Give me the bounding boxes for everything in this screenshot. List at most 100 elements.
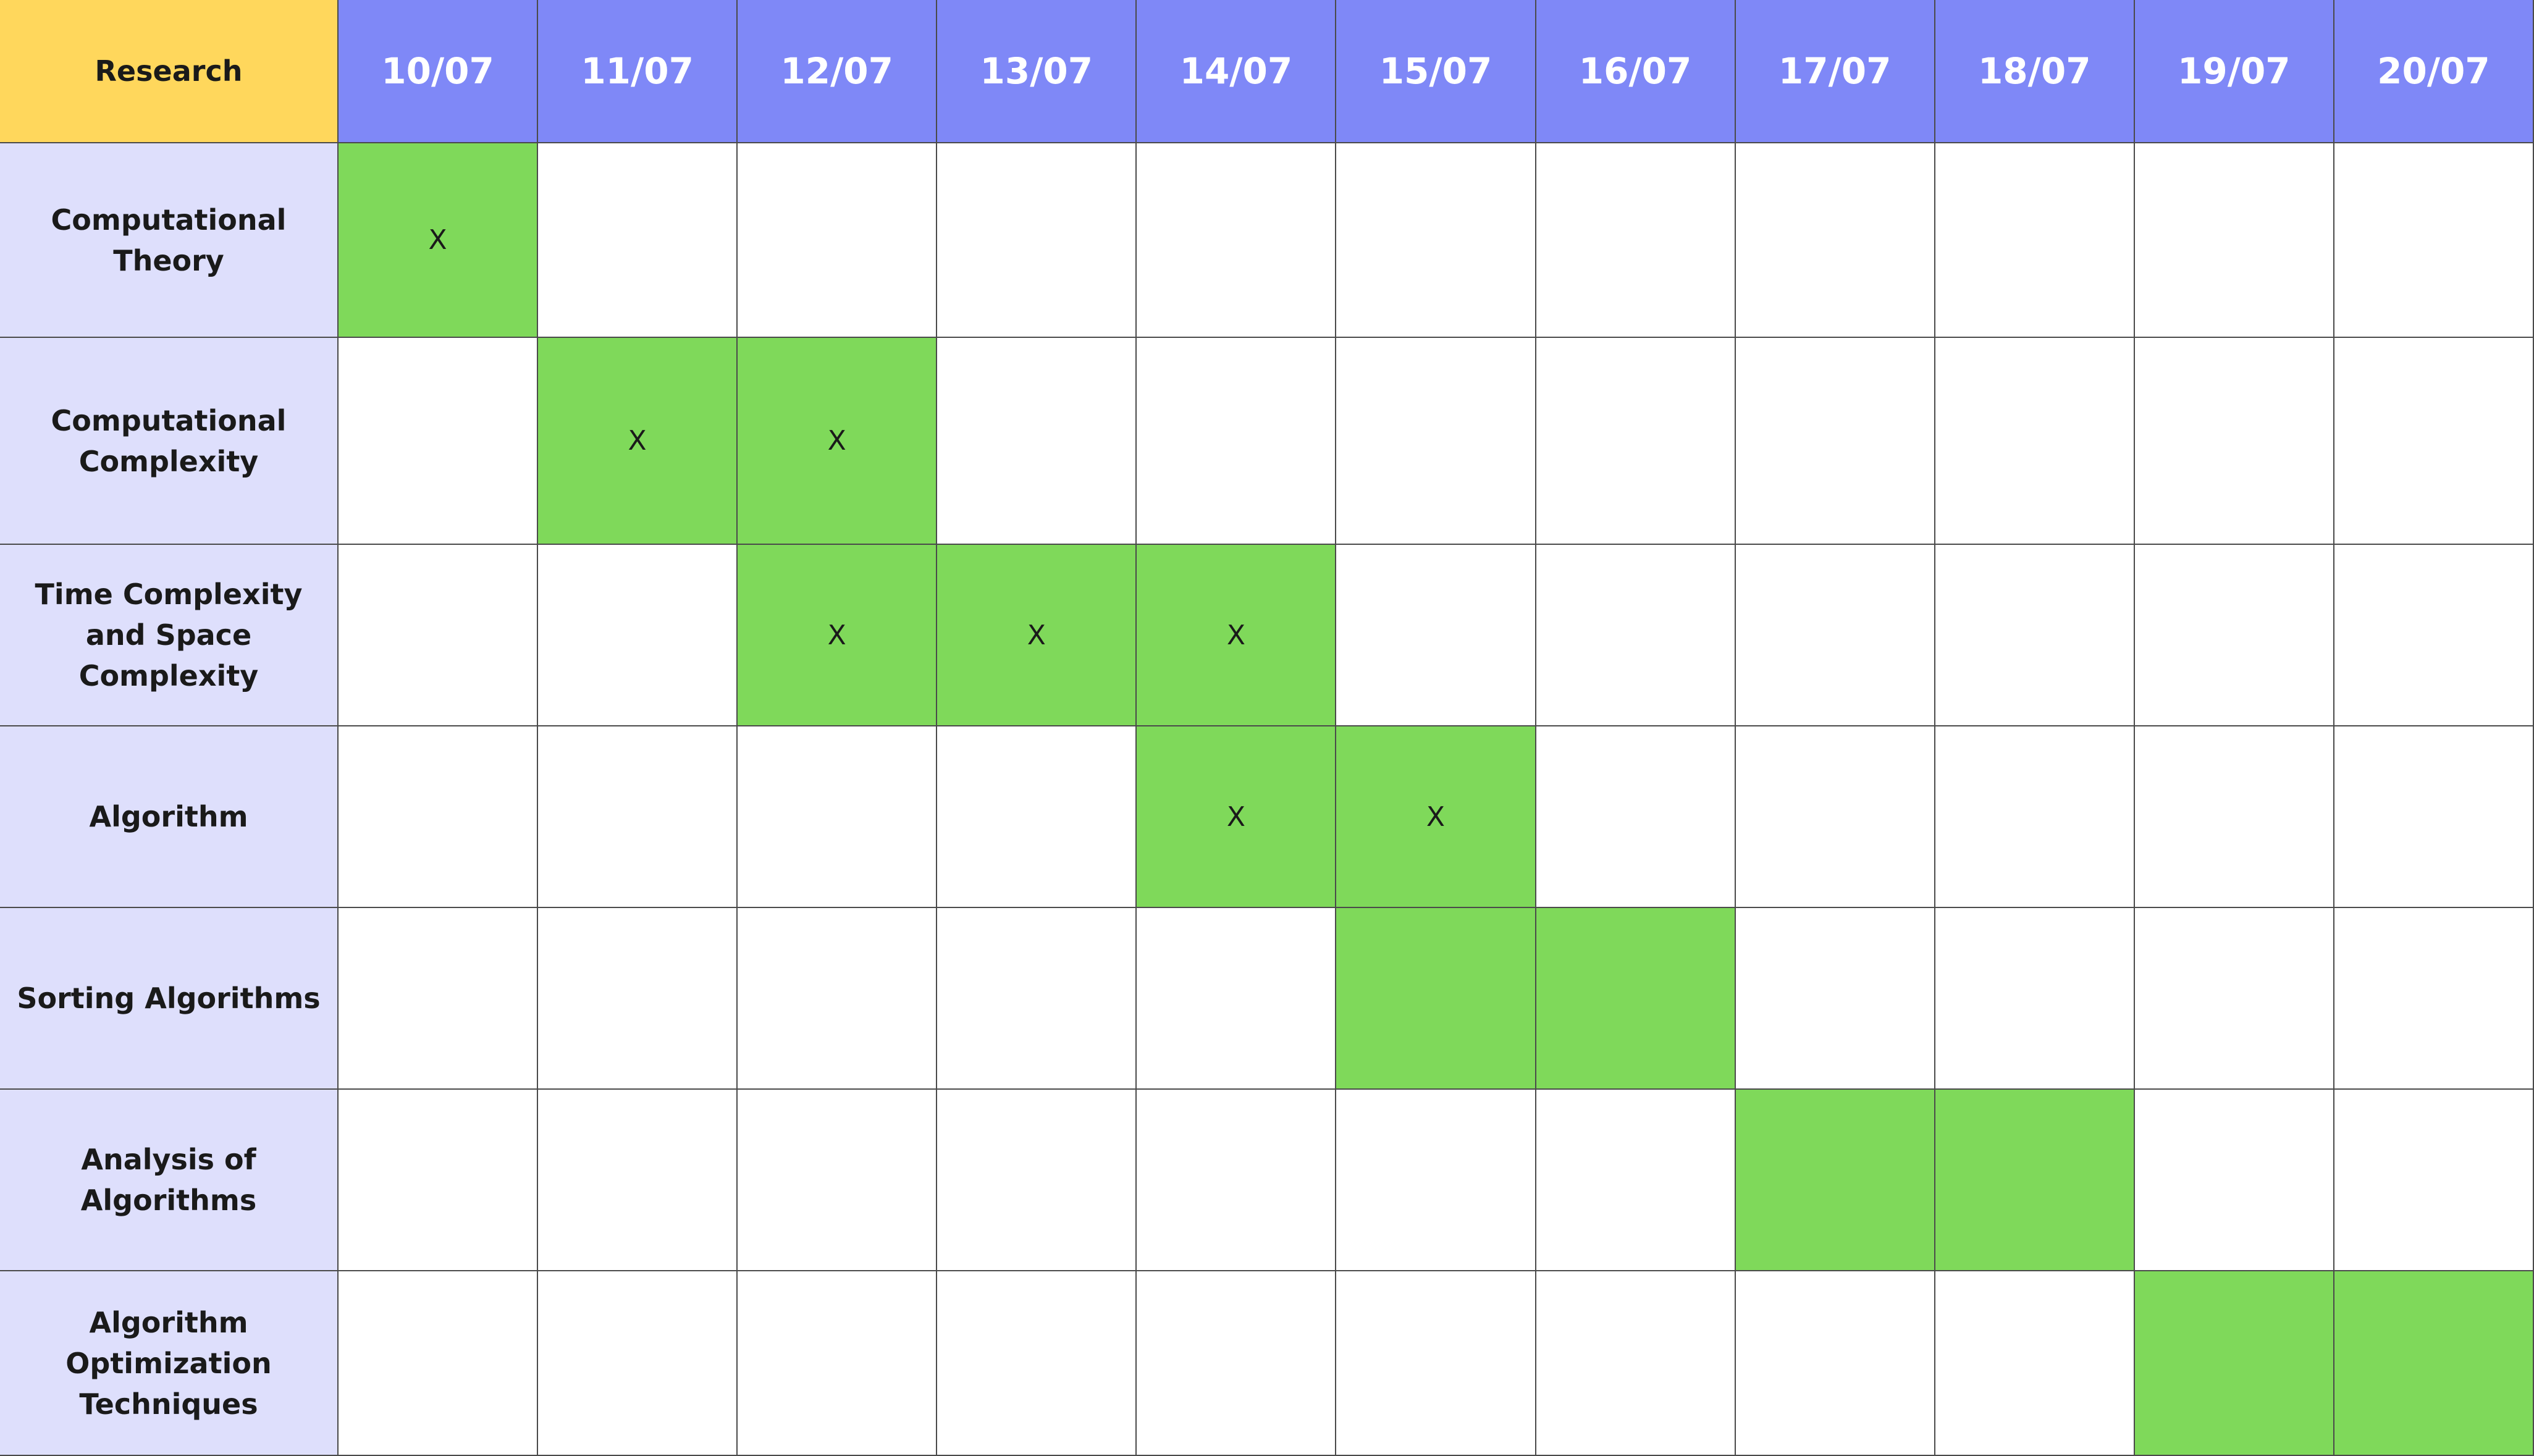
empty-cell — [937, 143, 1137, 338]
x-mark: X — [827, 425, 846, 457]
scheduled-cell — [2134, 1271, 2334, 1456]
task-label: Computational Complexity — [0, 338, 339, 545]
empty-cell — [2334, 908, 2534, 1090]
date-header: 13/07 — [937, 0, 1137, 143]
x-mark: X — [1226, 801, 1245, 833]
empty-cell — [2334, 726, 2534, 908]
date-header: 18/07 — [1935, 0, 2135, 143]
empty-cell — [937, 338, 1137, 545]
empty-cell — [1137, 143, 1337, 338]
empty-cell — [937, 726, 1137, 908]
empty-cell — [538, 1090, 738, 1271]
empty-cell — [2134, 908, 2334, 1090]
scheduled-cell: X — [738, 338, 938, 545]
x-mark: X — [827, 619, 846, 651]
empty-cell — [937, 1090, 1137, 1271]
empty-cell — [1735, 726, 1935, 908]
empty-cell — [1137, 1090, 1337, 1271]
scheduled-cell — [1536, 908, 1736, 1090]
empty-cell — [339, 1090, 539, 1271]
empty-cell — [1935, 545, 2135, 726]
empty-cell — [937, 908, 1137, 1090]
date-header: 12/07 — [738, 0, 938, 143]
empty-cell — [2134, 545, 2334, 726]
task-label: Sorting Algorithms — [0, 908, 339, 1090]
empty-cell — [2134, 143, 2334, 338]
empty-cell — [1536, 1271, 1736, 1456]
empty-cell — [538, 908, 738, 1090]
empty-cell — [339, 545, 539, 726]
empty-cell — [1935, 726, 2135, 908]
empty-cell — [2334, 545, 2534, 726]
empty-cell — [339, 1271, 539, 1456]
empty-cell — [1536, 726, 1736, 908]
scheduled-cell: X — [1336, 726, 1536, 908]
empty-cell — [1735, 143, 1935, 338]
scheduled-cell — [1735, 1090, 1935, 1271]
empty-cell — [339, 908, 539, 1090]
scheduled-cell: X — [937, 545, 1137, 726]
task-label: Time Complexity and Space Complexity — [0, 545, 339, 726]
empty-cell — [1935, 338, 2135, 545]
date-header: 11/07 — [538, 0, 738, 143]
empty-cell — [1536, 545, 1736, 726]
empty-cell — [1536, 1090, 1736, 1271]
empty-cell — [937, 1271, 1137, 1456]
scheduled-cell: X — [339, 143, 539, 338]
empty-cell — [738, 1271, 938, 1456]
corner-label: Research — [0, 0, 339, 143]
empty-cell — [538, 545, 738, 726]
empty-cell — [1336, 1090, 1536, 1271]
date-header: 17/07 — [1735, 0, 1935, 143]
date-header: 19/07 — [2134, 0, 2334, 143]
scheduled-cell: X — [1137, 726, 1337, 908]
empty-cell — [2334, 338, 2534, 545]
task-label: Computational Theory — [0, 143, 339, 338]
scheduled-cell — [2334, 1271, 2534, 1456]
empty-cell — [738, 1090, 938, 1271]
x-mark: X — [428, 224, 447, 256]
x-mark: X — [628, 425, 647, 457]
empty-cell — [1536, 338, 1736, 545]
empty-cell — [1935, 1271, 2135, 1456]
empty-cell — [738, 143, 938, 338]
empty-cell — [2134, 726, 2334, 908]
x-mark: X — [1027, 619, 1046, 651]
empty-cell — [538, 726, 738, 908]
empty-cell — [1735, 545, 1935, 726]
date-header: 16/07 — [1536, 0, 1736, 143]
task-label: Algorithm — [0, 726, 339, 908]
x-mark: X — [1426, 801, 1446, 833]
task-label: Analysis of Algorithms — [0, 1090, 339, 1271]
empty-cell — [738, 908, 938, 1090]
date-header: 20/07 — [2334, 0, 2534, 143]
scheduled-cell — [1336, 908, 1536, 1090]
date-header: 14/07 — [1137, 0, 1337, 143]
empty-cell — [1336, 143, 1536, 338]
empty-cell — [1735, 338, 1935, 545]
empty-cell — [1935, 908, 2135, 1090]
empty-cell — [1137, 908, 1337, 1090]
empty-cell — [1336, 338, 1536, 545]
empty-cell — [339, 338, 539, 545]
date-header: 10/07 — [339, 0, 539, 143]
empty-cell — [2334, 1090, 2534, 1271]
empty-cell — [2134, 338, 2334, 545]
scheduled-cell: X — [538, 338, 738, 545]
empty-cell — [339, 726, 539, 908]
empty-cell — [1735, 908, 1935, 1090]
scheduled-cell: X — [1137, 545, 1337, 726]
scheduled-cell — [1935, 1090, 2135, 1271]
x-mark: X — [1226, 619, 1245, 651]
empty-cell — [1536, 143, 1736, 338]
empty-cell — [538, 143, 738, 338]
task-label: Algorithm Optimization Techniques — [0, 1271, 339, 1456]
empty-cell — [1137, 1271, 1337, 1456]
empty-cell — [1935, 143, 2135, 338]
empty-cell — [1336, 545, 1536, 726]
scheduled-cell: X — [738, 545, 938, 726]
empty-cell — [2134, 1090, 2334, 1271]
empty-cell — [1735, 1271, 1935, 1456]
empty-cell — [1336, 1271, 1536, 1456]
